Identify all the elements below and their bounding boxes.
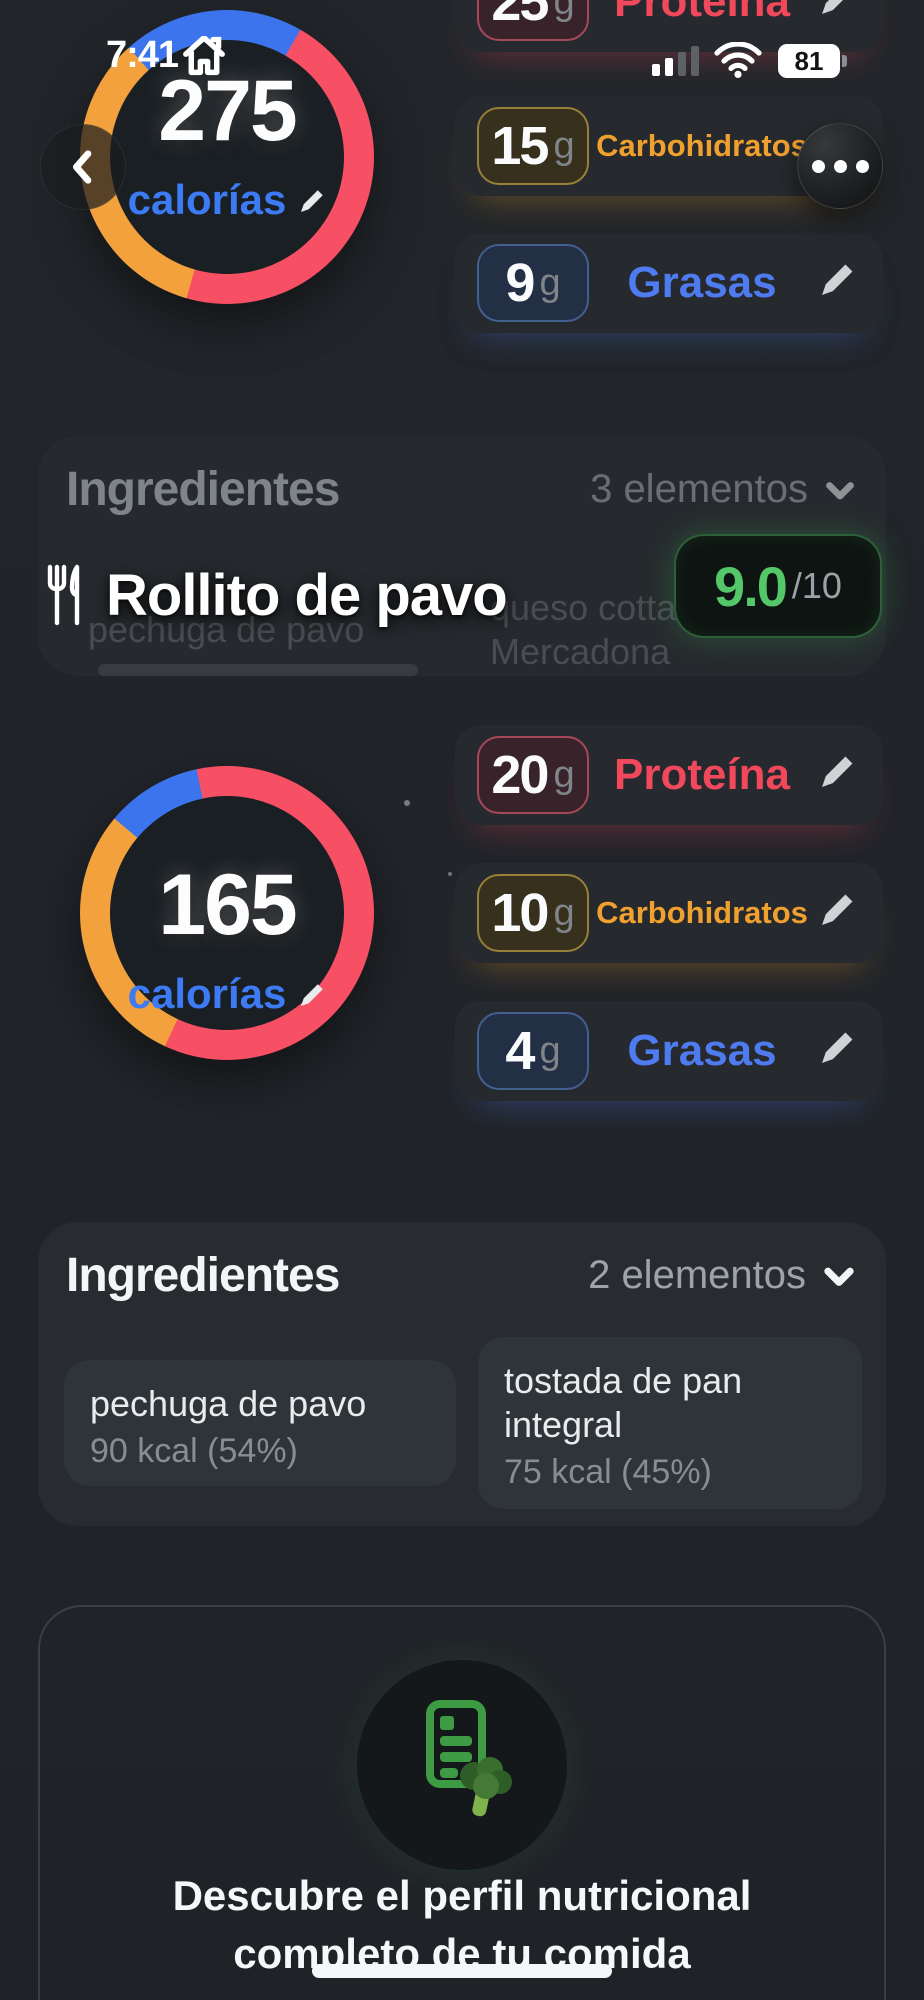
discover-nutrition-card[interactable] — [38, 1605, 886, 2000]
chevron-down-icon — [824, 1267, 854, 1286]
calorie-ring-meal1: 275 calorías — [80, 10, 374, 304]
ingredient-name: tostada de pan integral — [504, 1360, 743, 1445]
status-bar: 7:41 81 — [0, 0, 924, 90]
chevron-left-icon — [73, 150, 92, 184]
sparkle — [404, 800, 410, 806]
ingredients-count-meal2[interactable]: 2 elementos — [588, 1253, 858, 1298]
ingredients-card-meal2: Ingredientes 2 elementos pechuga de pavo… — [38, 1222, 886, 1526]
macro-row-protein-meal2[interactable]: 20 g Proteína — [455, 725, 883, 825]
edit-calories-icon[interactable] — [296, 973, 326, 1021]
ingredients-header-meal1: Ingredientes — [66, 463, 340, 516]
ingredient-kcal: 90 kcal (54%) — [90, 1432, 298, 1470]
protein-grams-badge: 25 g — [477, 0, 589, 41]
health-score-badge: 9.0 /10 — [674, 534, 882, 638]
battery-icon: 81 — [778, 44, 847, 78]
ingredients-count-meal1[interactable]: 3 elementos — [590, 467, 858, 512]
edit-protein-icon[interactable] — [815, 752, 857, 799]
fat-label: Grasas — [627, 258, 777, 307]
calories-label-meal1[interactable]: calorías — [80, 176, 374, 227]
calories-label-meal2[interactable]: calorías — [80, 970, 374, 1021]
macro-row-protein-meal1[interactable]: 25 g Proteína — [455, 0, 883, 52]
carbs-label: Carbohidratos — [596, 128, 808, 163]
edit-calories-icon[interactable] — [296, 179, 326, 227]
home-icon — [182, 35, 226, 81]
battery-percent: 81 — [794, 45, 824, 76]
home-indicator[interactable] — [312, 1964, 612, 1978]
score-max: /10 — [791, 565, 842, 606]
ring-inner-disk — [110, 40, 344, 274]
edit-carbs-icon[interactable] — [815, 890, 857, 937]
fork-knife-icon — [47, 564, 80, 626]
meal-title-row: Rollito de pavo 9.0 /10 — [42, 534, 882, 650]
carbs-label: Carbohidratos — [596, 895, 808, 930]
macro-row-carbs-meal2[interactable]: 10 g Carbohidratos — [455, 863, 883, 963]
ellipsis-icon — [811, 159, 869, 173]
clock-text: 7:41 — [106, 34, 179, 76]
ingredients-header-meal2: Ingredientes — [66, 1249, 340, 1302]
ghost-clipped-line — [98, 664, 418, 676]
ring-inner-disk — [110, 796, 344, 1030]
chevron-down-icon — [826, 481, 854, 499]
macro-row-fat-meal1[interactable]: 9 g Grasas — [455, 233, 883, 333]
meal-name: Rollito de pavo — [106, 562, 508, 628]
edit-fat-icon[interactable] — [815, 1028, 857, 1075]
protein-label: Proteína — [613, 750, 791, 799]
ingredient-kcal: 75 kcal (45%) — [504, 1453, 712, 1491]
carbs-grams-badge: 15 g — [477, 107, 589, 185]
more-options-button[interactable] — [797, 123, 883, 209]
fat-label: Grasas — [627, 1026, 777, 1075]
score-value: 9.0 — [714, 554, 788, 618]
discover-text-line1: Descubre el perfil nutricional — [172, 1872, 752, 1919]
fat-grams-badge: 9 g — [477, 244, 589, 322]
fat-grams-badge: 4 g — [477, 1012, 589, 1090]
macro-row-fat-meal2[interactable]: 4 g Grasas — [455, 1001, 883, 1101]
protein-grams-badge: 20 g — [477, 736, 589, 814]
protein-label: Proteína — [613, 0, 791, 26]
back-button[interactable] — [40, 124, 126, 210]
carbs-grams-badge: 10 g — [477, 874, 589, 952]
calorie-ring-meal2: 165 calorías — [80, 766, 374, 1060]
edit-fat-icon[interactable] — [815, 260, 857, 307]
ingredient-name: pechuga de pavo — [90, 1383, 367, 1424]
ingredient-chip: tostada de pan integral 75 kcal (45%) — [478, 1337, 862, 1509]
calories-value-meal1: 275 — [158, 63, 298, 159]
sparkle — [448, 872, 452, 876]
calories-value-meal2: 165 — [158, 857, 298, 953]
nutrition-label-broccoli-icon — [414, 1700, 518, 1825]
icon-backdrop — [357, 1660, 567, 1870]
ingredient-chip: pechuga de pavo 90 kcal (54%) — [64, 1360, 456, 1486]
ghost-ingredient-1: pechuga de pavo — [88, 609, 365, 650]
wifi-icon — [714, 41, 762, 83]
edit-protein-icon[interactable] — [815, 0, 857, 26]
signal-strength-icon — [652, 46, 699, 76]
